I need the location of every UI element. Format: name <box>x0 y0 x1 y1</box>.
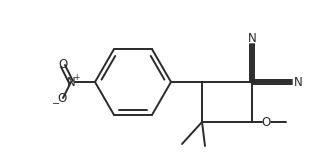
Text: N: N <box>294 75 302 89</box>
Text: −: − <box>52 99 60 109</box>
Text: N: N <box>67 75 75 89</box>
Text: N: N <box>248 31 256 44</box>
Text: +: + <box>73 72 80 82</box>
Text: O: O <box>261 115 271 129</box>
Text: O: O <box>57 92 67 105</box>
Text: O: O <box>58 59 68 72</box>
